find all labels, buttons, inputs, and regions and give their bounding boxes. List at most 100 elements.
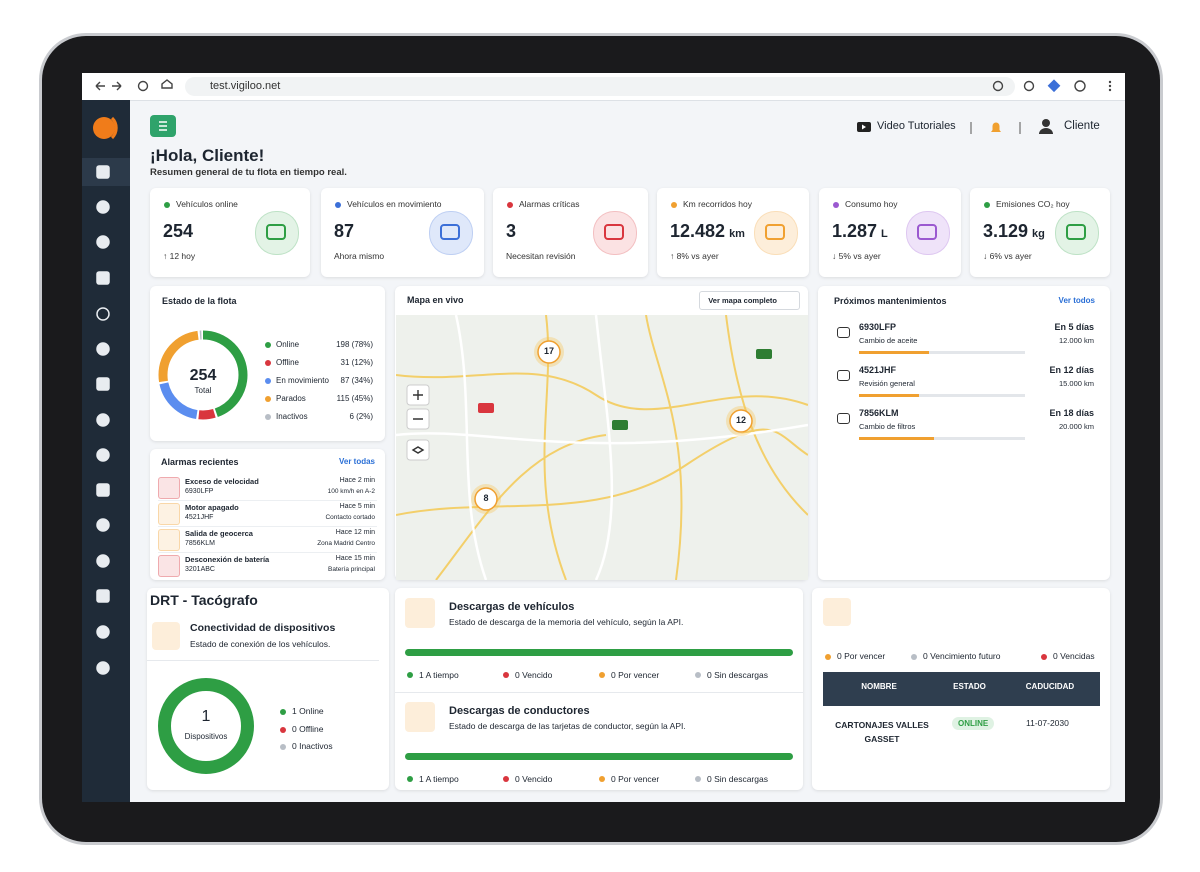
dot: [335, 202, 341, 208]
drt-title: DRT - Tacógrafo: [150, 592, 258, 608]
legend-label: Parados: [276, 394, 306, 403]
alarm-time: Hace 2 min: [339, 477, 375, 484]
nav-icon: [96, 413, 110, 427]
url[interactable]: test.vigiloo.net: [210, 80, 281, 92]
kpi-value: 12.482 km: [670, 221, 745, 242]
alarm-plate: 3201ABC: [185, 566, 215, 573]
legend-item: 0 Por vencer: [611, 670, 660, 680]
kpi-glyph: [440, 224, 460, 240]
card-title: Estado de la flota: [162, 296, 237, 306]
donut-segment: [158, 330, 248, 420]
alarm-detail: 100 km/h en A-2: [327, 488, 375, 495]
progress-track: [859, 394, 1025, 397]
legend-value: 198 (78%): [336, 340, 373, 349]
nav-icon: [96, 165, 110, 179]
nav-icon: [96, 200, 110, 214]
column-header[interactable]: ESTADO: [953, 682, 986, 691]
kpi-icon: [1055, 211, 1099, 255]
kpi-number: 87: [334, 221, 355, 241]
cluster: [474, 487, 498, 511]
kpi-card: Vehículos online 254 ↑ 12 hoy: [150, 188, 310, 277]
donut-total: 254: [189, 367, 217, 384]
link[interactable]: Ver todos: [1058, 296, 1095, 305]
alarm-title: Exceso de velocidad: [185, 477, 259, 486]
logo: [93, 117, 115, 139]
kpi-note: Ahora mismo: [334, 251, 385, 261]
alarm-title: Desconexión de batería: [185, 555, 270, 564]
kpi-number: 1.287: [832, 221, 878, 241]
dot: [265, 342, 271, 348]
link[interactable]: Ver todas: [338, 457, 375, 466]
card-title: Próximos mantenimientos: [834, 296, 947, 306]
alarm-icon: [158, 503, 180, 525]
legend-item: 0 Por vencer: [611, 774, 660, 784]
nav-icon: [96, 661, 110, 675]
cluster-count: 12: [735, 415, 746, 425]
kpi-unit: km: [729, 228, 745, 240]
device-count: 1: [201, 708, 211, 725]
donut-caption: Total: [194, 386, 212, 395]
card-title: Alarmas recientes: [161, 457, 239, 467]
kpi-value: 1.287 L: [832, 221, 888, 242]
fleet-card: Estado de la flota Online 198 (78%) Offline…: [150, 286, 385, 441]
column-header[interactable]: NOMBRE: [861, 682, 897, 691]
cluster: [537, 340, 561, 364]
dot: [1041, 654, 1047, 660]
kpi-icon: [593, 211, 637, 255]
legend-item: 0 Vencido: [515, 774, 553, 784]
legend-item: 1 Online: [292, 706, 324, 716]
alarm-plate: 6930LFP: [185, 488, 214, 495]
download-title: Descargas de vehículos: [449, 601, 575, 613]
kpi-glyph: [917, 224, 937, 240]
kpi-icon: [429, 211, 473, 255]
drt-card: DRT - Tacógrafo Conectividad de dispositi…: [147, 588, 389, 790]
zoom-in: [411, 390, 425, 454]
glyph: [266, 224, 286, 240]
device-caption: Dispositivos: [184, 732, 228, 741]
kpi-glyph: [765, 224, 785, 240]
alarm-title: Motor apagado: [185, 503, 239, 512]
dot: [671, 202, 677, 208]
drt-subtitle: Conectividad de dispositivos: [190, 622, 336, 634]
kpi-number: 254: [163, 221, 194, 241]
alarm-icon: [158, 555, 180, 577]
legend-label: Inactivos: [276, 412, 308, 421]
legend-item: 0 Vencimiento futuro: [923, 651, 1001, 661]
task: Cambio de aceite: [859, 336, 918, 345]
glyph: [604, 224, 624, 240]
dot: [599, 776, 605, 782]
alarm-icon: [158, 529, 180, 551]
kpi-value: 254: [163, 221, 193, 242]
user-menu[interactable]: Cliente: [1064, 120, 1100, 132]
divider: [395, 692, 803, 693]
download-bar: [405, 753, 793, 760]
tutorials-link[interactable]: Video Tutoriales: [877, 120, 956, 132]
dot: [833, 202, 839, 208]
nav-icon: [96, 271, 110, 285]
cards-icon: [823, 598, 851, 626]
menu-button[interactable]: [150, 115, 176, 137]
kpi-unit: L: [881, 228, 888, 240]
due: En 18 días: [1049, 408, 1094, 418]
cluster-count: 8: [483, 493, 489, 503]
kpi-number: 3: [506, 221, 517, 241]
alarm-time: Hace 15 min: [335, 555, 375, 562]
status-badge: ONLINE: [952, 717, 995, 730]
alarm-detail: Batería principal: [328, 566, 375, 573]
download-description: Estado de descarga de las tarjetas de co…: [449, 721, 686, 731]
download-title: Descargas de conductores: [449, 705, 590, 717]
download-icon: [405, 598, 435, 628]
url-field[interactable]: [185, 77, 1015, 96]
column-header[interactable]: CADUCIDAD: [1025, 682, 1075, 691]
map-button[interactable]: Ver mapa completo: [699, 291, 800, 310]
greeting: ¡Hola, Cliente!: [150, 146, 265, 165]
downloads-card: Descargas de vehículos Estado de descarga…: [395, 588, 803, 790]
kpi-note: ↓ 5% vs ayer: [832, 251, 881, 261]
kpi-note: Necesitan revisión: [506, 251, 576, 261]
nav-icon: [96, 377, 110, 391]
task: Revisión general: [859, 379, 915, 388]
nav-icon: [96, 448, 110, 462]
dot: [695, 672, 701, 678]
kpi-label: Consumo hoy: [845, 199, 898, 209]
alarm-plate: 4521JHF: [185, 514, 214, 521]
